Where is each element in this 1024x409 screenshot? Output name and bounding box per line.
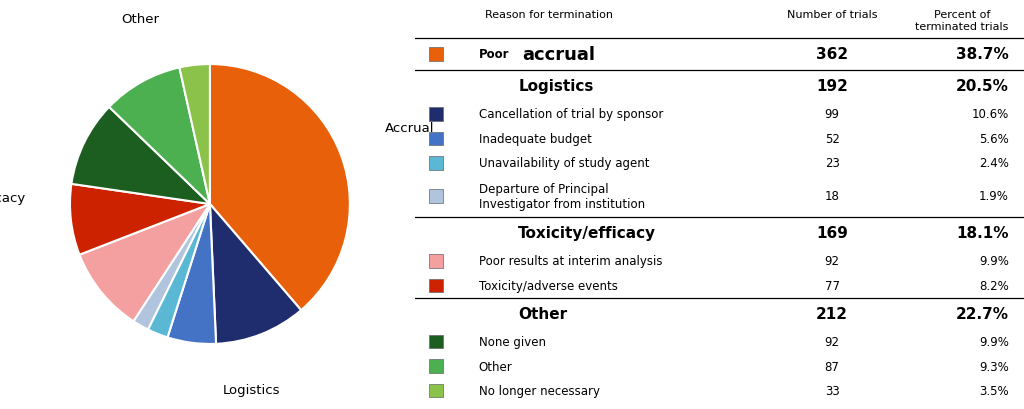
Text: 9.9%: 9.9% (979, 255, 1009, 267)
Text: Toxicity/adverse events: Toxicity/adverse events (478, 279, 617, 292)
Text: 77: 77 (824, 279, 840, 292)
Text: Number of trials: Number of trials (786, 10, 878, 20)
Text: 169: 169 (816, 226, 848, 240)
Wedge shape (110, 68, 210, 204)
Bar (429, 384, 442, 398)
Text: 20.5%: 20.5% (955, 79, 1009, 94)
Text: 18.1%: 18.1% (956, 226, 1009, 240)
Text: Poor results at interim analysis: Poor results at interim analysis (478, 255, 663, 267)
Text: 5.6%: 5.6% (979, 133, 1009, 146)
Text: Toxicity/efficacy: Toxicity/efficacy (0, 191, 26, 204)
Text: accrual: accrual (522, 46, 596, 64)
Text: 52: 52 (824, 133, 840, 146)
Text: Percent of
terminated trials: Percent of terminated trials (915, 10, 1009, 32)
Text: Poor: Poor (478, 48, 509, 61)
Text: Departure of Principal
Investigator from institution: Departure of Principal Investigator from… (478, 182, 645, 210)
Text: Other: Other (121, 13, 159, 26)
Wedge shape (179, 65, 210, 204)
Text: Other: Other (518, 306, 567, 321)
Bar (429, 190, 442, 203)
Bar (429, 132, 442, 146)
Bar (429, 360, 442, 373)
Text: 192: 192 (816, 79, 848, 94)
Bar (429, 157, 442, 170)
Wedge shape (147, 204, 210, 337)
Text: 9.3%: 9.3% (979, 360, 1009, 373)
Text: Logistics: Logistics (223, 383, 281, 396)
Text: Other: Other (478, 360, 512, 373)
Wedge shape (72, 108, 210, 204)
Text: Logistics: Logistics (518, 79, 594, 94)
Wedge shape (168, 204, 216, 344)
Text: 18: 18 (824, 190, 840, 203)
Text: 212: 212 (816, 306, 848, 321)
Bar (429, 335, 442, 348)
Text: No longer necessary: No longer necessary (478, 384, 600, 397)
Text: Inadequate budget: Inadequate budget (478, 133, 592, 146)
Text: 87: 87 (824, 360, 840, 373)
Text: 99: 99 (824, 108, 840, 121)
Text: None given: None given (478, 335, 546, 348)
Text: 33: 33 (824, 384, 840, 397)
Text: 1.9%: 1.9% (979, 190, 1009, 203)
Text: 10.6%: 10.6% (972, 108, 1009, 121)
Text: 3.5%: 3.5% (979, 384, 1009, 397)
Bar (429, 279, 442, 292)
Wedge shape (70, 184, 210, 255)
Text: 8.2%: 8.2% (979, 279, 1009, 292)
Bar (429, 48, 442, 61)
Text: 22.7%: 22.7% (955, 306, 1009, 321)
Text: 92: 92 (824, 255, 840, 267)
Text: 38.7%: 38.7% (956, 47, 1009, 62)
Text: 92: 92 (824, 335, 840, 348)
Text: 2.4%: 2.4% (979, 157, 1009, 170)
Wedge shape (210, 204, 301, 344)
Text: Reason for termination: Reason for termination (484, 10, 612, 20)
Text: 23: 23 (824, 157, 840, 170)
Wedge shape (133, 204, 210, 330)
Bar (429, 254, 442, 268)
Wedge shape (80, 204, 210, 321)
Text: Unavailability of study agent: Unavailability of study agent (478, 157, 649, 170)
Text: Cancellation of trial by sponsor: Cancellation of trial by sponsor (478, 108, 664, 121)
Wedge shape (210, 65, 350, 310)
Text: 362: 362 (816, 47, 848, 62)
Text: 9.9%: 9.9% (979, 335, 1009, 348)
Text: Accrual: Accrual (385, 121, 434, 134)
Bar (429, 108, 442, 121)
Text: Toxicity/efficacy: Toxicity/efficacy (518, 226, 656, 240)
